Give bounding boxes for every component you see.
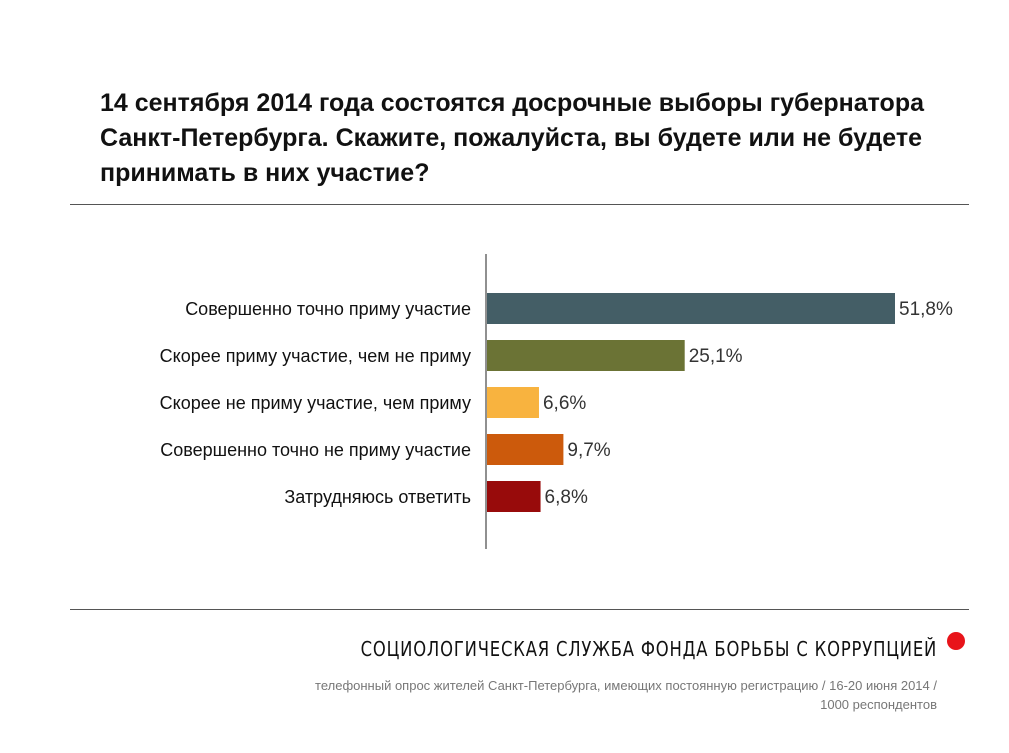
bar-3	[487, 387, 539, 418]
bar-5	[487, 481, 541, 512]
category-label-1: Совершенно точно приму участие	[185, 299, 471, 319]
value-label-1: 51,8%	[899, 299, 953, 320]
chart-title: 14 сентября 2014 года состоятся досрочны…	[100, 89, 924, 187]
survey-note-line-1: телефонный опрос жителей Санкт-Петербург…	[315, 678, 937, 693]
value-label-4: 9,7%	[567, 440, 610, 461]
category-label-2: Скорее приму участие, чем не приму	[160, 346, 471, 366]
category-label-4: Совершенно точно не приму участие	[160, 440, 471, 460]
category-label-5: Затрудняюсь ответить	[284, 487, 471, 507]
survey-note-line-2: 1000 респондентов	[820, 697, 937, 712]
brand-dot-icon	[947, 632, 965, 650]
bar-2	[487, 340, 685, 371]
bar-4	[487, 434, 564, 465]
survey-note: телефонный опрос жителей Санкт-Петербург…	[137, 676, 937, 714]
value-label-5: 6,8%	[545, 487, 588, 508]
top-divider	[70, 204, 969, 205]
bottom-divider	[70, 609, 969, 610]
bar-1	[487, 293, 895, 324]
category-label-3: Скорее не приму участие, чем приму	[160, 393, 471, 413]
value-label-2: 25,1%	[689, 346, 743, 367]
value-label-3: 6,6%	[543, 393, 586, 414]
organization-name: СОЦИОЛОГИЧЕСКАЯ СЛУЖБА ФОНДА БОРЬБЫ С КО…	[360, 637, 937, 661]
